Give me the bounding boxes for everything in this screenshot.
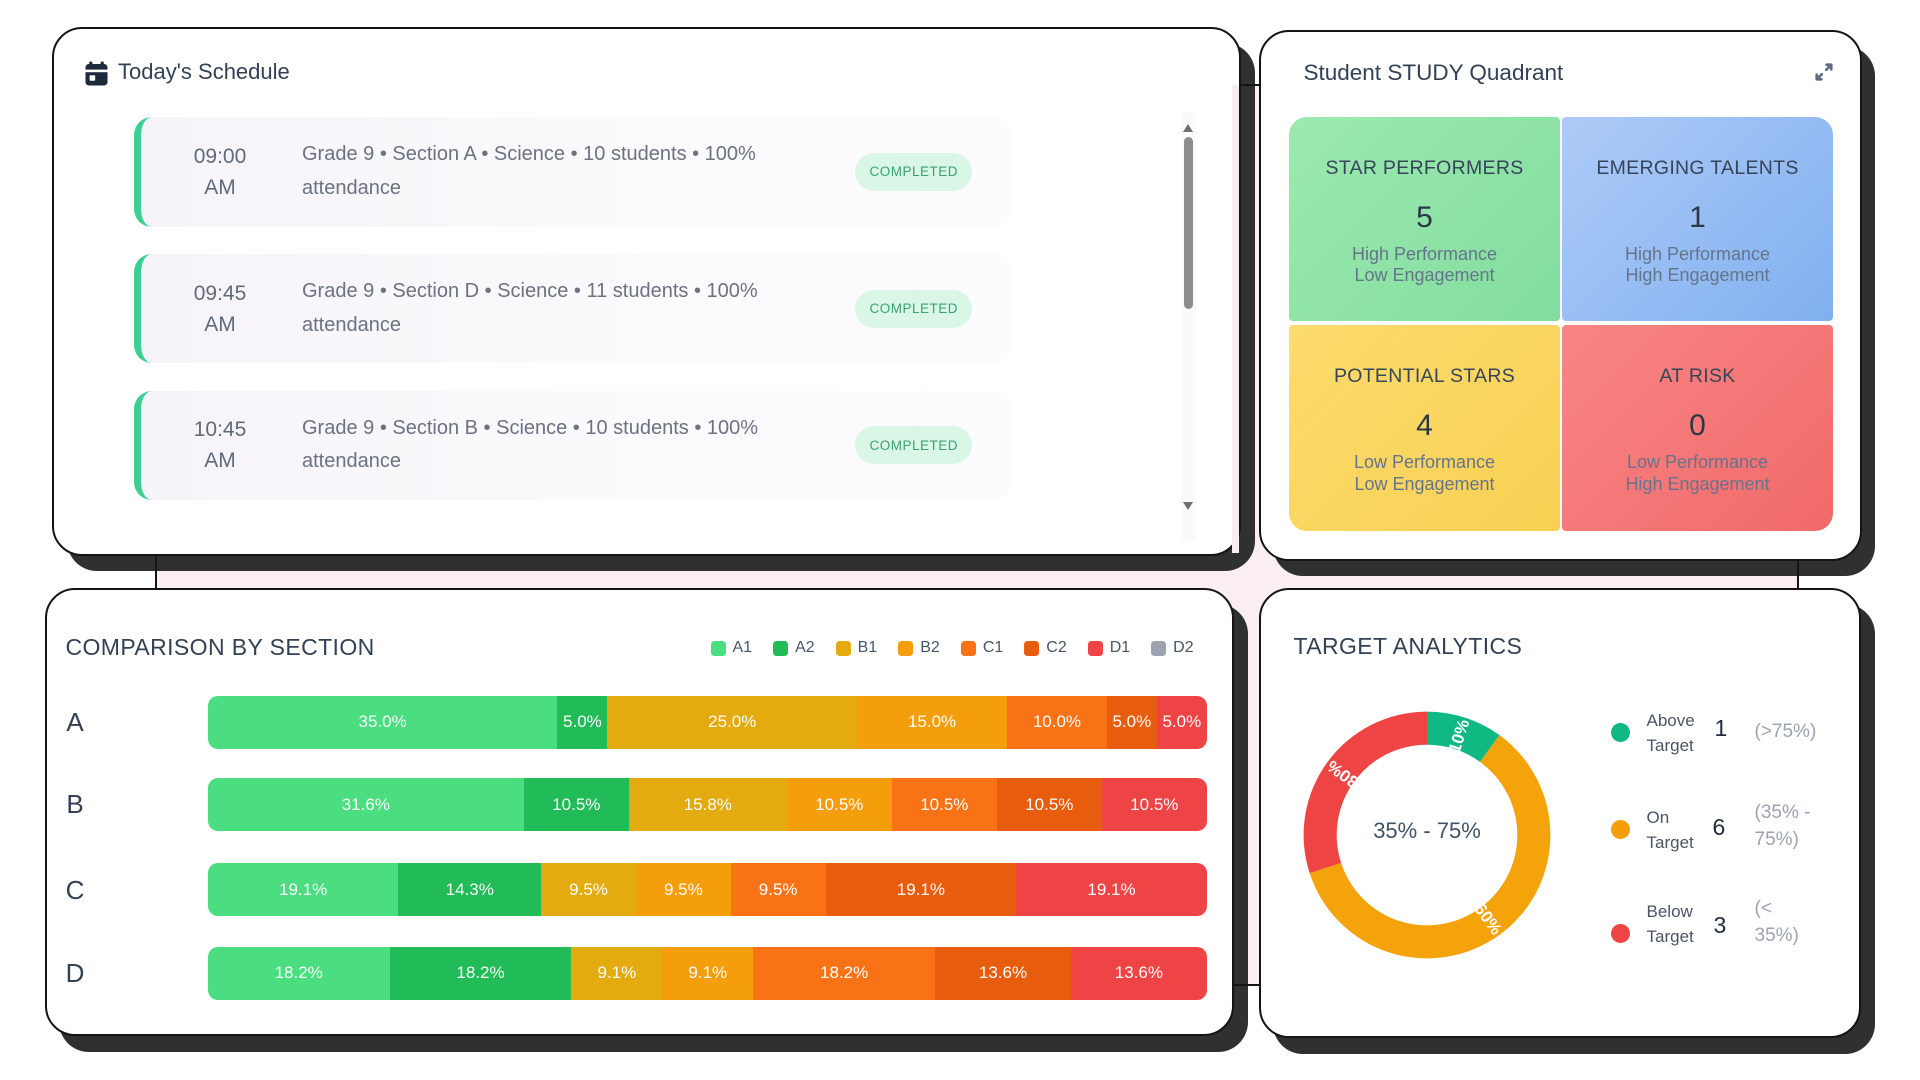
svg-text:35% - 75%: 35% - 75% bbox=[1373, 818, 1481, 843]
